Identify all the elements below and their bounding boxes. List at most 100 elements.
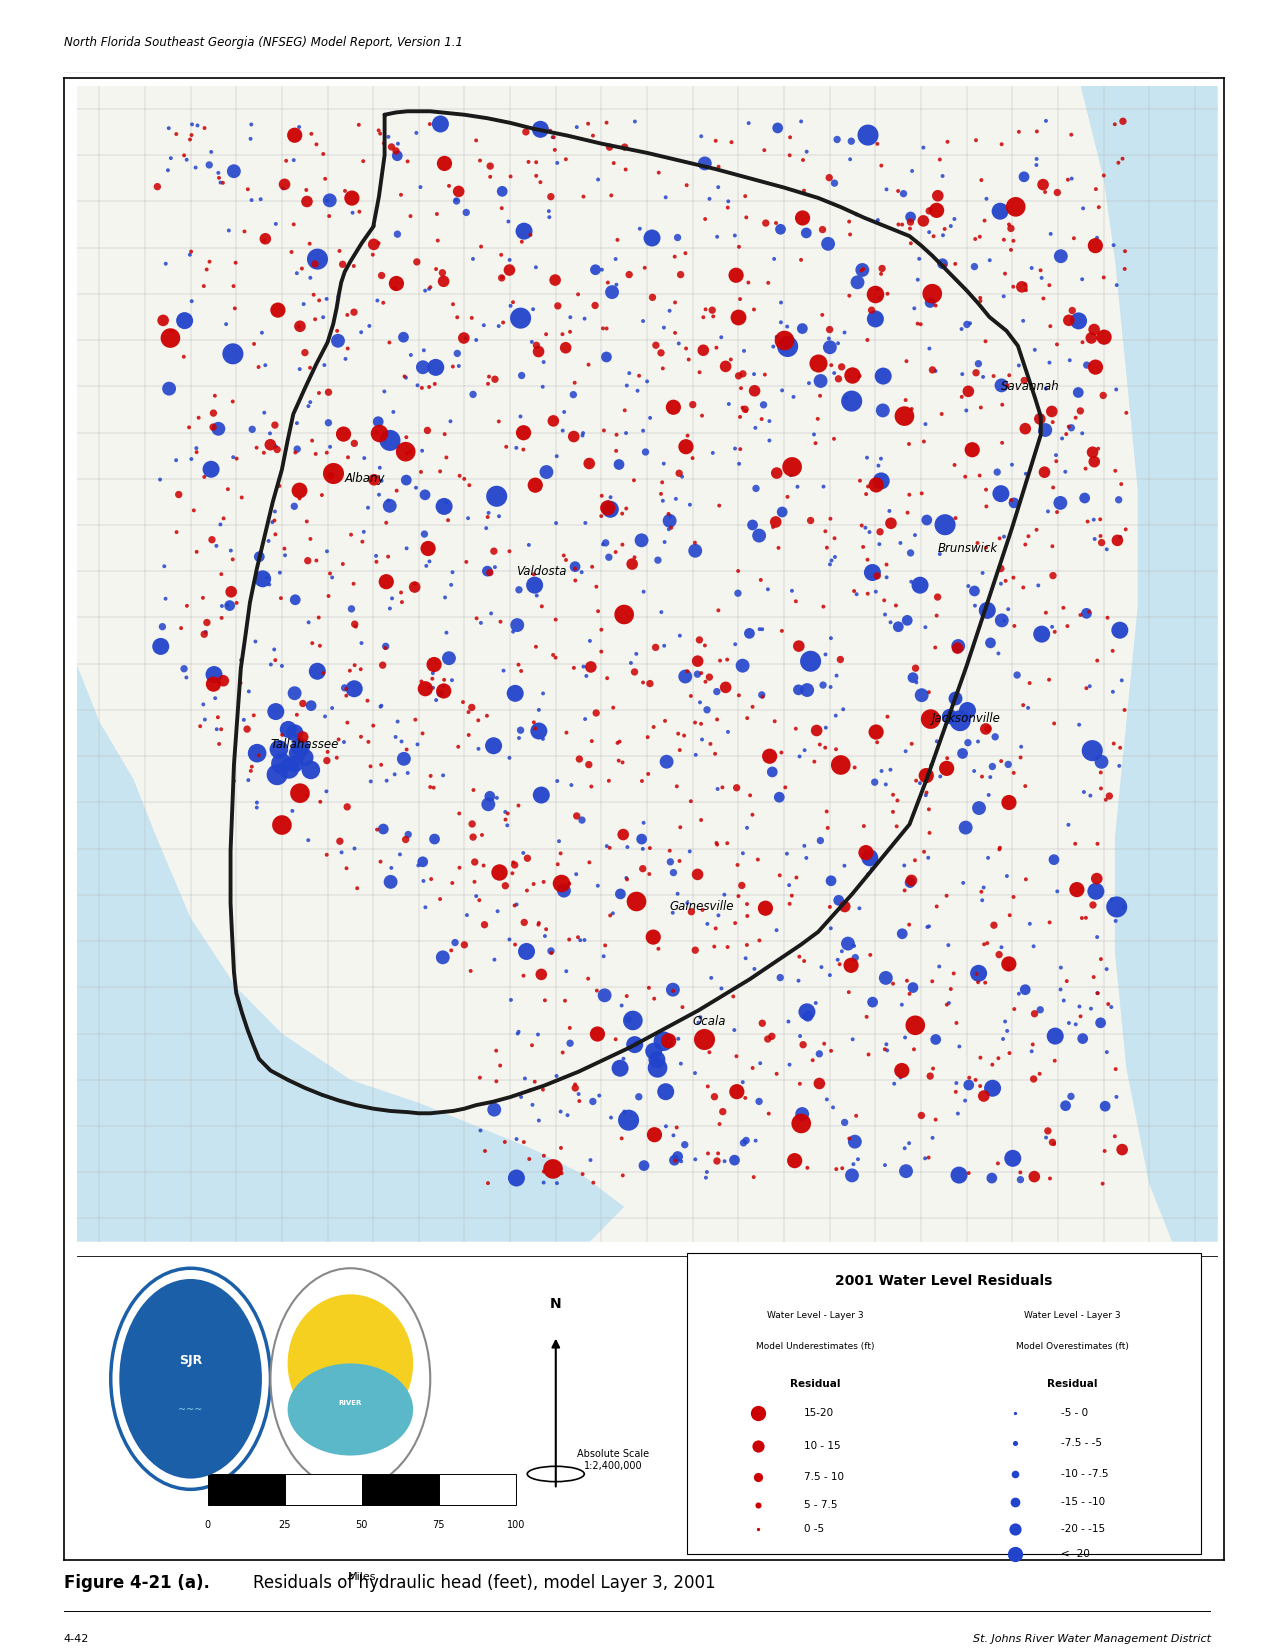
Point [919, 819, 940, 845]
Point [241, 125, 261, 152]
Point [207, 717, 227, 743]
Point [751, 406, 771, 433]
Point [927, 893, 947, 920]
Point [287, 436, 307, 462]
Point [612, 532, 632, 558]
Point [542, 124, 562, 150]
Point [302, 428, 323, 454]
Point [205, 383, 226, 409]
Point [520, 1076, 541, 1103]
Point [502, 289, 523, 315]
Point [724, 1147, 745, 1174]
Point [423, 675, 444, 702]
Point [181, 122, 201, 149]
Point [1003, 759, 1024, 786]
Point [237, 717, 258, 743]
Point [1011, 274, 1031, 300]
Point [551, 1098, 571, 1124]
Point [208, 416, 228, 442]
Point [787, 474, 807, 500]
Point [514, 1129, 534, 1156]
Point [407, 249, 427, 276]
Point [589, 1083, 609, 1109]
Point [862, 989, 882, 1015]
Point [866, 578, 886, 604]
Point [300, 390, 320, 416]
Point [425, 826, 445, 852]
Point [342, 185, 362, 211]
Point [560, 319, 580, 345]
Point [1046, 447, 1066, 474]
Point [748, 1088, 769, 1114]
Point [338, 444, 358, 471]
Point [266, 761, 287, 788]
Text: -7.5 - -5: -7.5 - -5 [1061, 1438, 1102, 1448]
Point [629, 363, 649, 390]
Point [831, 938, 852, 964]
Point [843, 1027, 863, 1053]
Point [765, 509, 785, 535]
Point [932, 251, 952, 277]
Point [391, 589, 412, 616]
Point [613, 821, 634, 847]
Point [890, 1065, 910, 1091]
Point [810, 827, 830, 854]
Point [784, 1147, 805, 1174]
Point [529, 697, 550, 723]
Point [283, 147, 303, 173]
Point [968, 969, 988, 996]
Point [601, 1105, 621, 1131]
Point [544, 267, 565, 294]
Point [782, 882, 802, 908]
Point [770, 862, 790, 888]
Point [997, 863, 1017, 890]
Point [166, 447, 186, 474]
Point [292, 256, 312, 282]
Point [598, 495, 618, 522]
Point [397, 424, 417, 451]
Point [867, 730, 887, 756]
Point [612, 1162, 632, 1189]
Point [847, 581, 867, 608]
Point [776, 314, 797, 340]
Point [1104, 730, 1125, 756]
Point [500, 745, 520, 771]
Point [887, 178, 908, 205]
Point [275, 542, 296, 568]
Point [210, 170, 231, 196]
Point [819, 325, 839, 352]
Point [391, 580, 412, 606]
Point [946, 1010, 966, 1037]
Point [546, 644, 566, 670]
Point [803, 421, 824, 447]
Point [543, 124, 564, 150]
Point [305, 305, 325, 332]
Point [685, 710, 705, 736]
Point [1015, 532, 1035, 558]
Point [370, 693, 390, 720]
Point [1035, 1124, 1056, 1151]
Text: -15 - -10: -15 - -10 [1061, 1496, 1105, 1507]
Point [386, 477, 407, 504]
Point [1114, 238, 1135, 264]
Point [419, 548, 440, 575]
Point [395, 826, 416, 852]
Point [887, 788, 908, 814]
Point [660, 504, 681, 530]
Point [412, 375, 432, 401]
Point [543, 408, 564, 434]
Point [194, 272, 214, 299]
Point [659, 297, 680, 324]
Point [858, 474, 878, 500]
Point [821, 352, 842, 378]
Point [622, 551, 643, 578]
Point [854, 812, 875, 839]
Point [358, 728, 379, 755]
Point [792, 315, 812, 342]
Point [941, 213, 961, 239]
Point [1005, 1400, 1025, 1426]
Point [1062, 297, 1082, 324]
Point [361, 768, 381, 794]
Point [201, 139, 222, 165]
Point [658, 1027, 678, 1053]
